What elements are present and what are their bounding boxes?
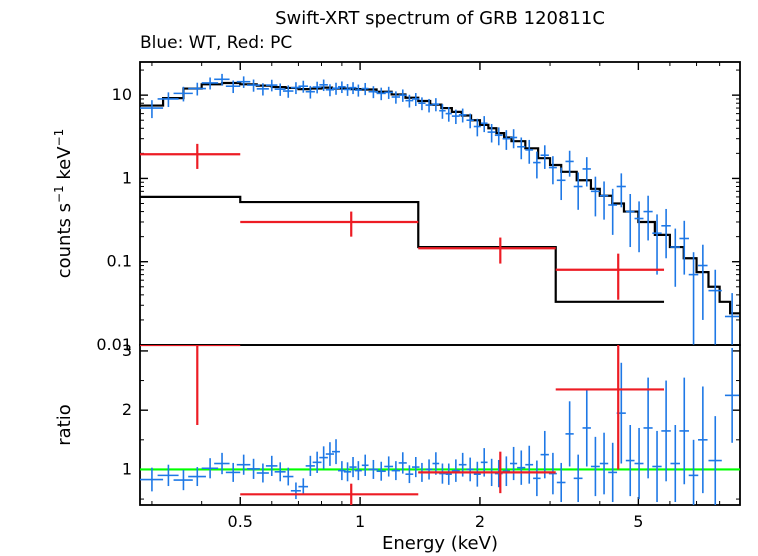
bottom-panel-frame xyxy=(140,345,740,505)
bot-ytick-label: 2 xyxy=(122,400,132,419)
top-ytick-label: 0.1 xyxy=(107,252,132,271)
xtick-label: 2 xyxy=(475,512,485,531)
xlabel: Energy (keV) xyxy=(382,533,498,554)
xtick-label: 5 xyxy=(633,512,643,531)
spectrum-svg: Swift-XRT spectrum of GRB 120811C Blue: W… xyxy=(0,0,758,556)
bot-ytick-label: 3 xyxy=(122,341,132,360)
pc-model-step xyxy=(140,197,664,302)
ylabel-top: counts s−1 keV−1 xyxy=(52,129,75,279)
xtick-label: 1 xyxy=(355,512,365,531)
wt-model-curve xyxy=(140,83,740,313)
ylabel-bottom: ratio xyxy=(54,404,75,446)
chart-subtitle: Blue: WT, Red: PC xyxy=(140,33,292,53)
top-ytick-label: 1 xyxy=(122,168,132,187)
spectrum-figure: Swift-XRT spectrum of GRB 120811C Blue: W… xyxy=(0,0,758,556)
chart-title: Swift-XRT spectrum of GRB 120811C xyxy=(275,8,605,29)
bottom-panel xyxy=(140,345,740,505)
xtick-label: 0.5 xyxy=(228,512,253,531)
bot-ytick-label: 1 xyxy=(122,459,132,478)
top-panel xyxy=(140,74,740,345)
top-ytick-label: 10 xyxy=(112,85,132,104)
